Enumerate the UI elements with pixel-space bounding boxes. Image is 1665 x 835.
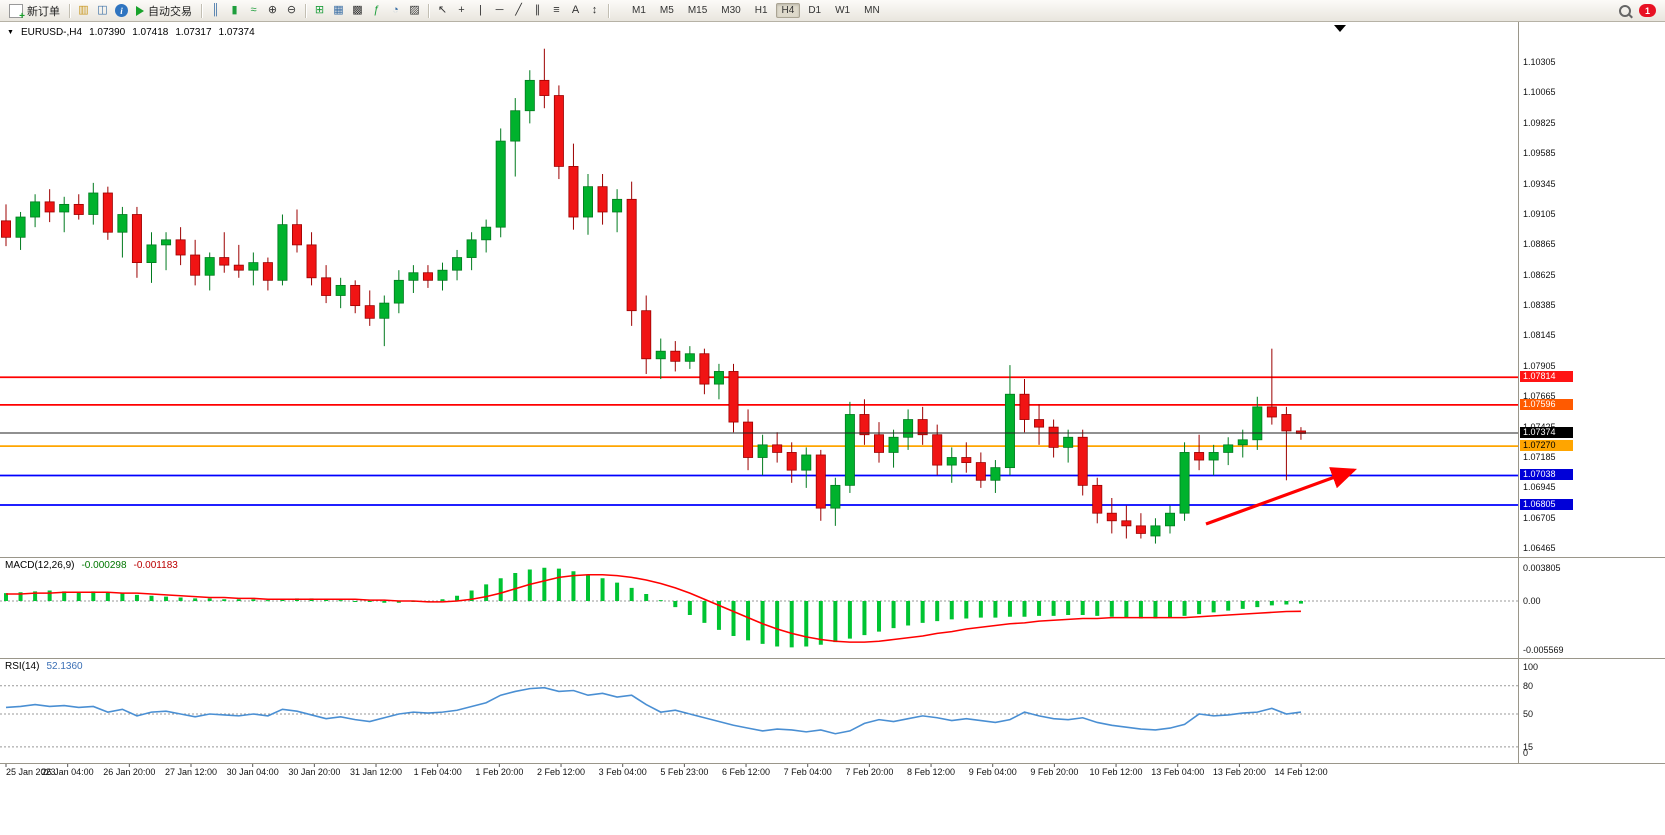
- zoom-in-icon[interactable]: ⊕: [267, 4, 278, 16]
- arrows-icon[interactable]: ↕: [591, 4, 598, 16]
- line-chart-icon[interactable]: ≈: [250, 4, 257, 16]
- macd-signal-line: [6, 573, 1301, 643]
- tile-windows-icon[interactable]: ▩: [352, 4, 363, 16]
- autotrading-label: 自动交易: [148, 5, 192, 18]
- data-window-icon[interactable]: ◫: [97, 4, 108, 16]
- toolbar-separator: [69, 3, 70, 18]
- timeframe-toolbar: M1 M5 M15 M30 H1 H4 D1 W1 MN: [625, 3, 887, 18]
- macd-main-value: -0.000298: [81, 560, 127, 571]
- search-icon[interactable]: [1619, 4, 1631, 17]
- candles: [0, 48, 1306, 544]
- symbol-period: EURUSD-,H4: [20, 27, 83, 38]
- vertical-line-icon[interactable]: |: [479, 4, 482, 16]
- ohlc-high: 1.07418: [132, 27, 169, 38]
- info-icon[interactable]: i: [115, 4, 128, 17]
- trendline-icon[interactable]: ╱: [515, 4, 522, 16]
- toolbar-separator: [428, 3, 429, 18]
- chart-shift-marker[interactable]: [1334, 25, 1346, 32]
- crosshair-icon[interactable]: +: [458, 4, 465, 16]
- new-order-button[interactable]: 新订单: [4, 2, 65, 22]
- macd-histogram: [4, 567, 1303, 648]
- market-watch-icon[interactable]: ▥: [78, 4, 89, 16]
- autotrading-button[interactable]: 自动交易: [131, 2, 197, 20]
- text-label-icon[interactable]: A: [571, 4, 580, 16]
- zoom-out-ic[interactable]: ⊖: [286, 4, 297, 16]
- horizontal-line-icon[interactable]: ─: [495, 4, 504, 16]
- trend-arrow-annotation[interactable]: [1205, 467, 1358, 526]
- bar-chart-icon[interactable]: ║: [211, 4, 220, 16]
- macd-signal-value: -0.001183: [133, 560, 178, 571]
- candlestick-chart-icon[interactable]: ▮: [231, 4, 238, 16]
- ohlc-open: 1.07390: [89, 27, 126, 38]
- toolbar-right: 1: [1619, 4, 1661, 17]
- rsi-label: RSI(14): [5, 661, 40, 672]
- timeframe-w1[interactable]: W1: [835, 5, 851, 16]
- macd-header: MACD(12,26,9) -0.000298 -0.001183: [5, 560, 178, 571]
- new-order-icon: [9, 3, 25, 22]
- timeframe-m1[interactable]: M1: [632, 5, 646, 16]
- channel-icon[interactable]: ∥: [534, 4, 541, 16]
- panel-divider[interactable]: [0, 658, 1665, 659]
- timeframe-m15[interactable]: M15: [687, 5, 708, 16]
- cursor-icon[interactable]: ↖: [437, 4, 448, 16]
- period-icon[interactable]: ◔: [392, 4, 399, 16]
- toolbar-separator: [305, 3, 306, 18]
- timeframe-d1[interactable]: D1: [808, 5, 822, 16]
- autotrading-play-icon: [136, 5, 144, 16]
- rsi-header: RSI(14) 52.1360: [5, 661, 83, 672]
- profiles-icon[interactable]: ▦: [333, 4, 344, 16]
- timeframe-h1[interactable]: H1: [754, 5, 768, 16]
- timeframe-mn[interactable]: MN: [864, 5, 880, 16]
- chart-header: ▼ EURUSD-,H4 1.07390 1.07418 1.07317 1.0…: [7, 27, 255, 38]
- panel-divider[interactable]: [0, 557, 1665, 558]
- new-chart-icon[interactable]: ⊞: [314, 4, 325, 16]
- toolbar-separator: [201, 3, 202, 18]
- macd-label: MACD(12,26,9): [5, 560, 75, 571]
- rsi-value: 52.1360: [46, 661, 83, 672]
- new-order-label: 新订单: [27, 5, 60, 18]
- ohlc-close: 1.07374: [218, 27, 255, 38]
- indicators-icon[interactable]: ƒ: [373, 4, 380, 16]
- timeframe-m30[interactable]: M30: [721, 5, 741, 16]
- chart-dropdown-icon[interactable]: ▼: [7, 29, 14, 36]
- notification-badge[interactable]: 1: [1639, 4, 1656, 17]
- toolbar-separator: [608, 3, 609, 18]
- ohlc-low: 1.07317: [175, 27, 212, 38]
- timeframe-m5[interactable]: M5: [659, 5, 674, 16]
- panel-divider: [0, 763, 1665, 764]
- fibonacci-icon[interactable]: ≡: [553, 4, 560, 16]
- timeframe-h4[interactable]: H4: [775, 3, 801, 18]
- rsi-line: [5, 686, 1302, 735]
- toolbar: 新订单 ▥ ◫ i 自动交易 ║ ▮ ≈ ⊕ ⊖ ⊞ ▦ ▩ ƒ ◔ ▨ ↖ +…: [0, 0, 1665, 22]
- price-axis-border: [1518, 22, 1519, 763]
- templates-icon[interactable]: ▨: [409, 4, 420, 16]
